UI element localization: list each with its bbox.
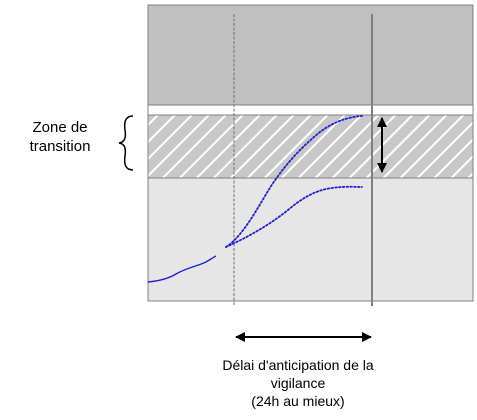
- zone-label-line-2: transition: [6, 137, 114, 156]
- zone-label-line-1: Zone de: [6, 118, 114, 137]
- transition-zone-band: [148, 115, 473, 178]
- lower-band: [148, 178, 473, 301]
- upper-band: [148, 5, 473, 105]
- zone-transition-label: Zone de transition: [6, 118, 114, 156]
- delay-label-line-2: vigilance: [168, 374, 428, 392]
- left-curly-brace-icon: [119, 116, 133, 170]
- anticipation-delay-label: Délai d'anticipation de la vigilance (24…: [168, 356, 428, 410]
- delay-label-line-3: (24h au mieux): [168, 392, 428, 410]
- delay-label-line-1: Délai d'anticipation de la: [168, 356, 428, 374]
